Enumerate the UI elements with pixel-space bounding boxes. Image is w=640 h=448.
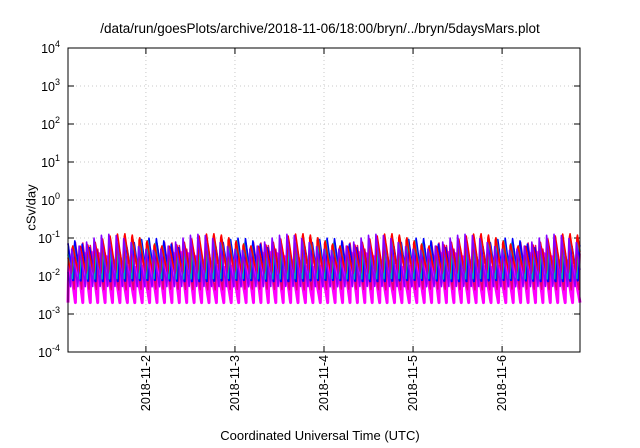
- series-line-4: [67, 238, 581, 280]
- y-tick-label: 10-1: [38, 229, 60, 246]
- y-tick-label: 104: [41, 39, 60, 56]
- x-tick-label: 2018-11-5: [406, 355, 421, 412]
- x-tick-label: 2018-11-6: [495, 355, 510, 412]
- x-axis-label: Coordinated Universal Time (UTC): [220, 428, 420, 443]
- x-tick-label: 2018-11-2: [138, 355, 153, 412]
- y-tick-label: 100: [41, 191, 60, 208]
- chart-title: /data/run/goesPlots/archive/2018-11-06/1…: [100, 21, 540, 36]
- y-tick-label: 10-4: [38, 343, 60, 360]
- y-tick-label: 102: [41, 115, 60, 132]
- series-line-6: [67, 233, 581, 288]
- y-tick-label: 10-3: [38, 305, 60, 322]
- plot-frame: [67, 47, 581, 353]
- y-tick-label: 10-2: [38, 267, 60, 284]
- y-axis-label: cSv/day: [23, 184, 39, 231]
- y-tick-label: 103: [41, 77, 60, 94]
- y-tick-label: 101: [41, 153, 60, 170]
- x-tick-label: 2018-11-3: [227, 355, 242, 412]
- x-tick-label: 2018-11-4: [317, 355, 331, 412]
